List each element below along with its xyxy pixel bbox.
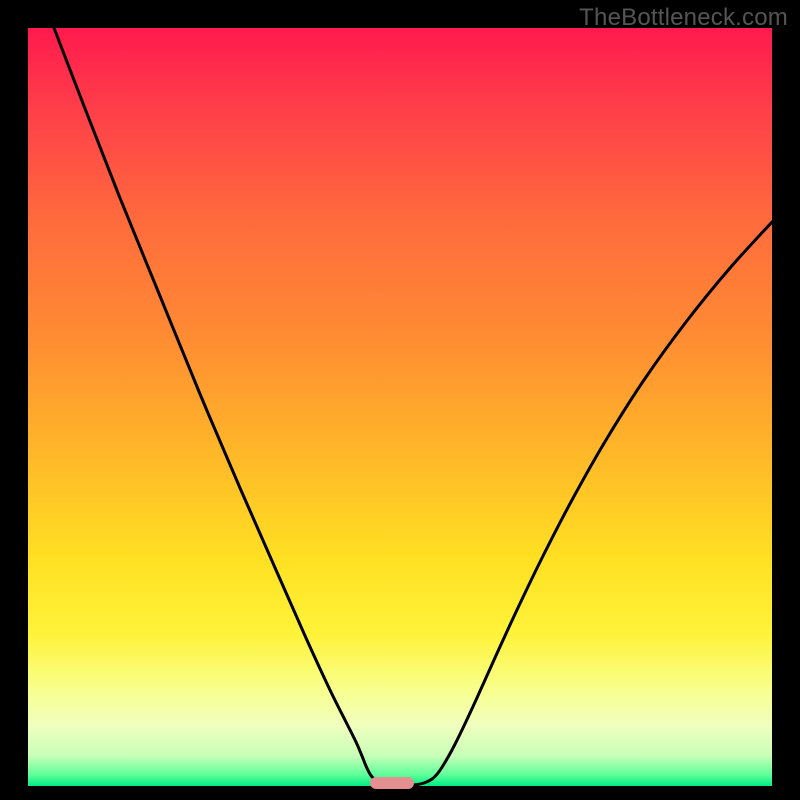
chart-stage: TheBottleneck.com: [0, 0, 800, 800]
plot-svg: [0, 0, 800, 800]
plot-background: [28, 28, 772, 786]
watermark-text: TheBottleneck.com: [579, 4, 788, 32]
dip-marker: [370, 777, 414, 789]
